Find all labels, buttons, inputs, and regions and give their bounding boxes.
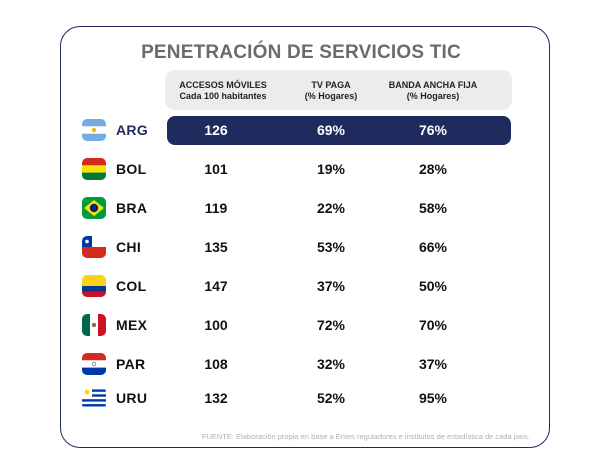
column-header-broadband: BANDA ANCHA FIJA (% Hogares) — [383, 80, 483, 102]
tv-value: 37% — [316, 278, 346, 294]
column-header-broadband-subtitle: (% Hogares) — [406, 91, 460, 101]
broadband-value: 37% — [418, 356, 448, 372]
country-code: PAR — [116, 356, 146, 372]
broadband-value: 58% — [418, 200, 448, 216]
country-code: ARG — [116, 122, 149, 138]
country-code: BOL — [116, 161, 147, 177]
table-row: URU 132 52% 95% — [0, 384, 602, 412]
colombia-flag-icon — [82, 275, 106, 297]
table-row: BRA 119 22% 58% — [0, 194, 602, 222]
country-code: COL — [116, 278, 147, 294]
mobile-value: 100 — [204, 317, 228, 333]
highlight-row-bar — [167, 116, 511, 145]
column-header-mobile-subtitle: Cada 100 habitantes — [179, 91, 267, 101]
paraguay-flag-icon — [82, 353, 106, 375]
table-row: PAR 108 32% 37% — [0, 350, 602, 378]
mobile-value: 135 — [204, 239, 228, 255]
table-row: BOL 101 19% 28% — [0, 155, 602, 183]
mobile-value: 119 — [204, 200, 228, 216]
table-row: COL 147 37% 50% — [0, 272, 602, 300]
brazil-flag-icon — [82, 197, 106, 219]
source-note: FUENTE: Elaboración propia en base a Ent… — [201, 432, 530, 441]
broadband-value: 70% — [418, 317, 448, 333]
tv-value: 22% — [316, 200, 346, 216]
tv-value: 69% — [316, 122, 346, 138]
tv-value: 52% — [316, 390, 346, 406]
argentina-flag-icon — [82, 119, 106, 141]
column-header-broadband-title: BANDA ANCHA FIJA — [388, 80, 478, 90]
column-header-tv-subtitle: (% Hogares) — [304, 91, 358, 101]
table-row: MEX 100 72% 70% — [0, 311, 602, 339]
country-code: URU — [116, 390, 148, 406]
broadband-value: 50% — [418, 278, 448, 294]
country-code: CHI — [116, 239, 142, 255]
tv-value: 53% — [316, 239, 346, 255]
mexico-flag-icon — [82, 314, 106, 336]
page-title: PENETRACIÓN DE SERVICIOS TIC — [141, 42, 461, 63]
column-header-tv: TV PAGA (% Hogares) — [286, 80, 376, 102]
chile-flag-icon — [82, 236, 106, 258]
country-code: MEX — [116, 317, 148, 333]
table-row: ARG 126 69% 76% — [0, 116, 602, 144]
tv-value: 32% — [316, 356, 346, 372]
mobile-value: 108 — [204, 356, 228, 372]
country-code: BRA — [116, 200, 148, 216]
column-header-tv-title: TV PAGA — [311, 80, 351, 90]
broadband-value: 95% — [418, 390, 448, 406]
broadband-value: 28% — [418, 161, 448, 177]
column-header-mobile: ACCESOS MÓVILES Cada 100 habitantes — [168, 80, 278, 102]
bolivia-flag-icon — [82, 158, 106, 180]
broadband-value: 76% — [418, 122, 448, 138]
mobile-value: 126 — [204, 122, 228, 138]
column-header-mobile-title: ACCESOS MÓVILES — [179, 80, 267, 90]
broadband-value: 66% — [418, 239, 448, 255]
mobile-value: 132 — [204, 390, 228, 406]
table-row: CHI 135 53% 66% — [0, 233, 602, 261]
mobile-value: 147 — [204, 278, 228, 294]
mobile-value: 101 — [204, 161, 228, 177]
uruguay-flag-icon — [82, 387, 106, 409]
tv-value: 72% — [316, 317, 346, 333]
tv-value: 19% — [316, 161, 346, 177]
header-band — [165, 70, 512, 110]
